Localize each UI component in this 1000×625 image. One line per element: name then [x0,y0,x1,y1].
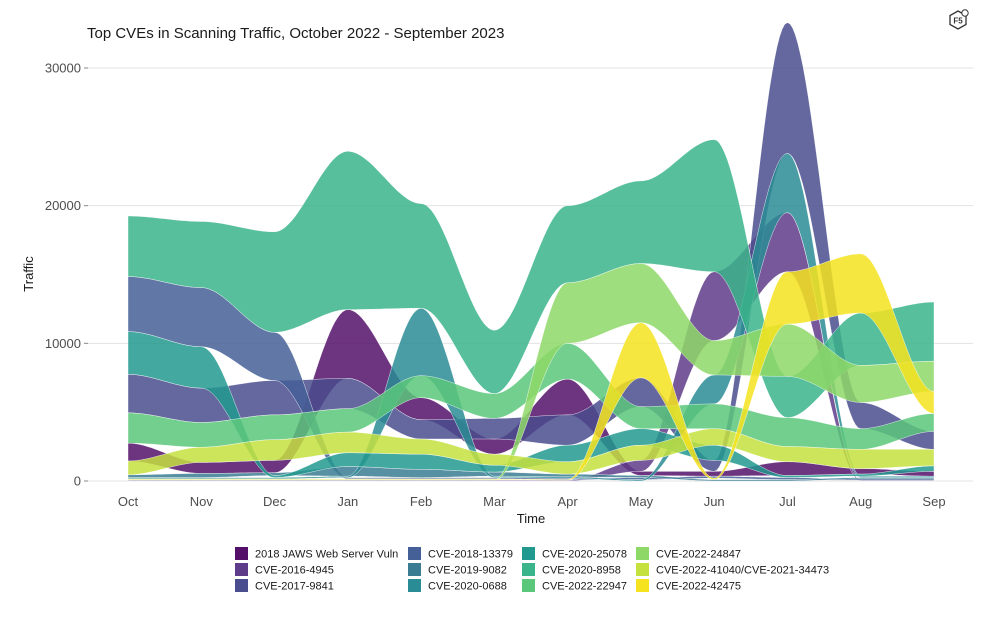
legend-swatch [408,579,421,592]
legend-swatch [235,563,248,576]
legend-label: CVE-2022-41040/CVE-2021-34473 [656,565,829,577]
legend-swatch [408,563,421,576]
y-tick-label: 30000 [45,61,81,76]
x-tick-label: Oct [118,494,139,509]
x-tick-label: Feb [410,494,432,509]
y-axis: 0 10000 20000 30000 [45,61,88,489]
x-tick-label: Jul [779,494,796,509]
x-axis-label: Time [517,511,545,526]
x-tick-label: Jun [704,494,725,509]
legend-label: CVE-2020-8958 [542,565,621,577]
legend-swatch [522,563,535,576]
y-axis-label: Traffic [21,256,36,292]
x-tick-label: May [629,494,654,509]
legend-label: CVE-2016-4945 [255,565,334,577]
x-tick-label: Jan [337,494,358,509]
legend-label: CVE-2020-0688 [428,581,507,593]
legend-label: CVE-2022-22947 [542,581,627,593]
legend-label: CVE-2017-9841 [255,581,334,593]
x-tick-label: Apr [558,494,579,509]
chart-title: Top CVEs in Scanning Traffic, October 20… [87,25,504,42]
x-tick-label: Aug [849,494,872,509]
legend-label: CVE-2020-25078 [542,549,627,561]
legend-label: CVE-2018-13379 [428,549,513,561]
series-stream-11 [127,253,935,481]
legend-label: 2018 JAWS Web Server Vuln [255,549,398,561]
legend-label: CVE-2022-42475 [656,581,741,593]
legend-label: CVE-2022-24847 [656,549,741,561]
legend-label: CVE-2019-9082 [428,565,507,577]
x-tick-label: Nov [190,494,214,509]
y-tick-label: 20000 [45,198,81,213]
x-tick-label: Sep [922,494,945,509]
x-tick-label: Dec [263,494,287,509]
y-tick-label: 0 [74,474,81,489]
legend-swatch [522,547,535,560]
logo-label: F5 [953,17,963,26]
legend-swatch [636,547,649,560]
series-stream-10 [127,428,935,475]
legend: 2018 JAWS Web Server Vuln CVE-2016-4945 CV… [235,547,829,593]
legend-swatch [235,547,248,560]
x-tick-label: Mar [483,494,506,509]
y-tick-label: 10000 [45,336,81,351]
x-axis: Oct Nov Dec Jan Feb Mar Apr May Jun Jul Aug Sep [118,494,946,509]
legend-swatch [408,547,421,560]
f5-hexagon-icon: F5 [949,9,969,30]
plot-area [127,22,935,482]
legend-swatch [636,579,649,592]
legend-swatch [235,579,248,592]
legend-swatch [522,579,535,592]
legend-swatch [636,563,649,576]
